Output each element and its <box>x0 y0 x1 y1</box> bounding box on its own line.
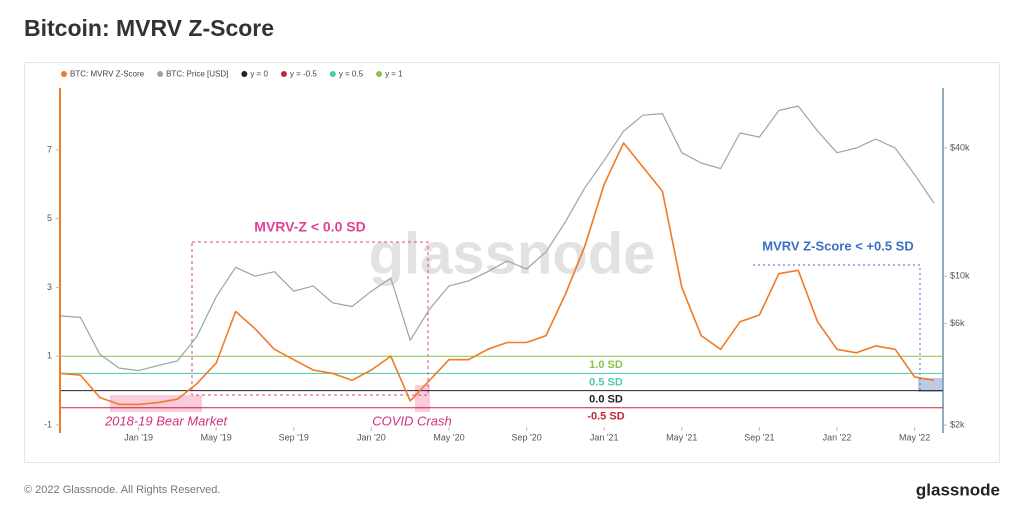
legend-label: y = 0.5 <box>339 70 364 79</box>
y2-tick-label: $40k <box>950 142 970 152</box>
y2-tick-label: $6k <box>950 318 965 328</box>
below-half-shade <box>918 378 942 392</box>
x-tick-label: Jan '22 <box>823 432 852 442</box>
x-tick-label: May '19 <box>201 432 232 442</box>
y2-tick-label: $2k <box>950 419 965 429</box>
logo: glassnode <box>916 480 1000 499</box>
x-tick-label: May '22 <box>899 432 930 442</box>
legend-marker <box>241 71 248 77</box>
page-title: Bitcoin: MVRV Z-Score <box>24 15 274 41</box>
annotation: COVID Crash <box>372 413 451 428</box>
legend-label: y = 0 <box>250 70 268 79</box>
x-tick-label: Sep '20 <box>511 432 541 442</box>
y-tick-label: -1 <box>44 419 52 429</box>
x-tick-label: Sep '21 <box>744 432 774 442</box>
x-tick-label: Jan '19 <box>124 432 153 442</box>
legend-label: y = -0.5 <box>290 70 317 79</box>
annotation: MVRV-Z < 0.0 SD <box>254 219 365 235</box>
annotation: MVRV Z-Score < +0.5 SD <box>762 238 914 253</box>
reference-label: 0.5 SD <box>589 376 623 388</box>
y-tick-label: 1 <box>47 351 52 361</box>
x-tick-label: Jan '20 <box>357 432 386 442</box>
x-tick-label: Jan '21 <box>590 432 619 442</box>
legend-marker <box>376 71 383 77</box>
watermark: glassnode <box>369 221 656 286</box>
x-tick-label: Sep '19 <box>279 432 309 442</box>
y-tick-label: 3 <box>47 282 52 292</box>
below-zero-box <box>191 241 429 396</box>
x-tick-label: May '21 <box>666 432 697 442</box>
x-tick-label: May '20 <box>433 432 464 442</box>
annotation: 2018-19 Bear Market <box>104 413 229 428</box>
copyright: © 2022 Glassnode. All Rights Reserved. <box>24 484 220 496</box>
below-half-box <box>753 264 921 390</box>
legend-marker <box>61 71 67 77</box>
series-line <box>60 142 935 406</box>
y-tick-label: 5 <box>47 213 52 223</box>
reference-label: -0.5 SD <box>587 411 624 423</box>
legend-marker <box>329 71 336 77</box>
y-tick-label: 7 <box>47 144 52 154</box>
legend-marker <box>157 71 164 77</box>
reference-label: 0.0 SD <box>589 394 623 406</box>
legend-label: BTC: MVRV Z-Score <box>70 70 145 79</box>
legend-marker <box>280 71 287 77</box>
reference-label: 1.0 SD <box>589 359 623 371</box>
y2-tick-label: $10k <box>950 271 970 281</box>
legend-label: BTC: Price [USD] <box>166 70 228 79</box>
series-line <box>60 105 935 372</box>
legend-label: y = 1 <box>385 70 403 79</box>
